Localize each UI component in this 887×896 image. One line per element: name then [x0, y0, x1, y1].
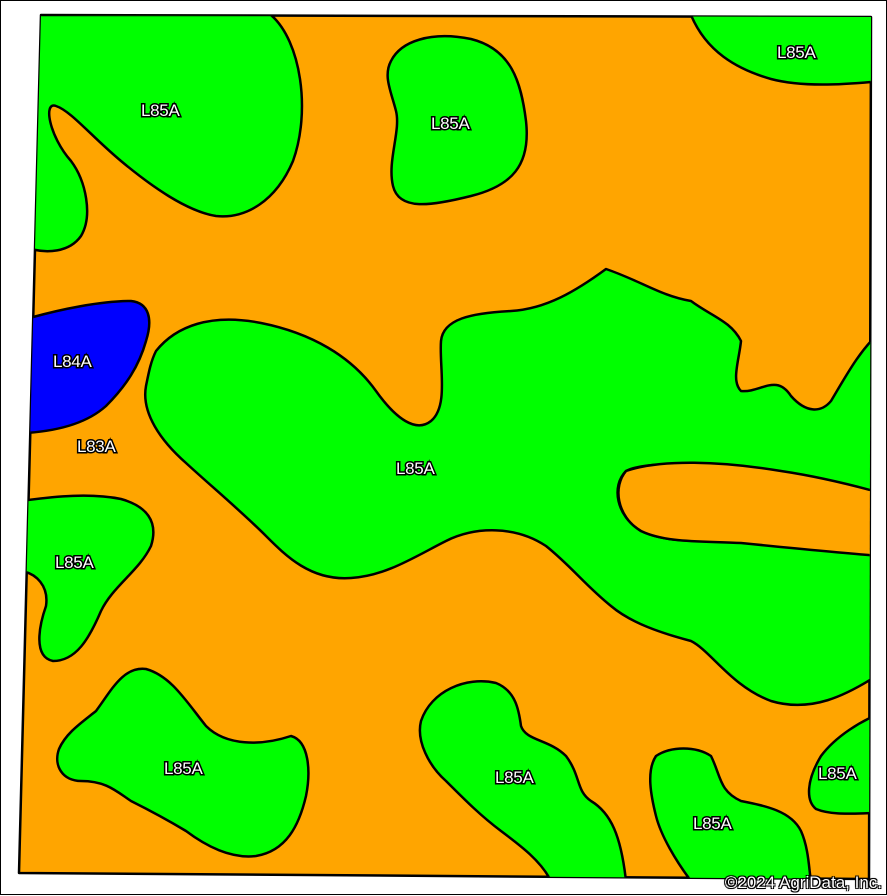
- soil-label: L85A: [396, 459, 435, 478]
- copyright-notice: ©2024 AgriData, Inc.: [724, 873, 882, 892]
- soil-label: L85A: [55, 553, 94, 572]
- soil-label: L85A: [431, 114, 470, 133]
- soil-unit-l85a-top-left[interactable]: [29, 15, 304, 253]
- soil-label: L85A: [693, 814, 732, 833]
- soil-unit-l85a-bottom-left[interactable]: [56, 667, 310, 858]
- soil-label: L83A: [77, 437, 116, 456]
- soil-label: L85A: [141, 101, 180, 120]
- soil-label: L85A: [777, 43, 816, 62]
- soil-label: L85A: [495, 768, 534, 787]
- soil-label: L84A: [53, 352, 92, 371]
- soil-unit-l83a-inclusion[interactable]: [617, 461, 881, 558]
- soil-unit-l85a-bottom-right[interactable]: [648, 747, 813, 882]
- soil-unit-l85a-top-right[interactable]: [689, 15, 881, 86]
- soil-unit-l85a-left-middle[interactable]: [19, 494, 155, 663]
- soil-label: L85A: [164, 759, 203, 778]
- soil-unit-l85a-right-edge[interactable]: [807, 711, 881, 815]
- soil-unit-l84a[interactable]: [24, 299, 151, 435]
- soil-labels: L85A L85A L85A L84A L83A L85A L85A L85A …: [52, 42, 860, 835]
- soil-label: L85A: [818, 764, 857, 783]
- soil-unit-l85a-bottom-center[interactable]: [418, 680, 628, 881]
- soil-unit-l85a-top-center[interactable]: [386, 35, 528, 206]
